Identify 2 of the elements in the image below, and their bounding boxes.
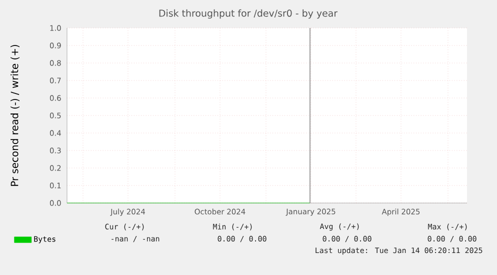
y-axis-title: Pr second read (-) / write (+) xyxy=(10,44,20,186)
chart-title: Disk throughput for /dev/sr0 - by year xyxy=(159,9,338,19)
